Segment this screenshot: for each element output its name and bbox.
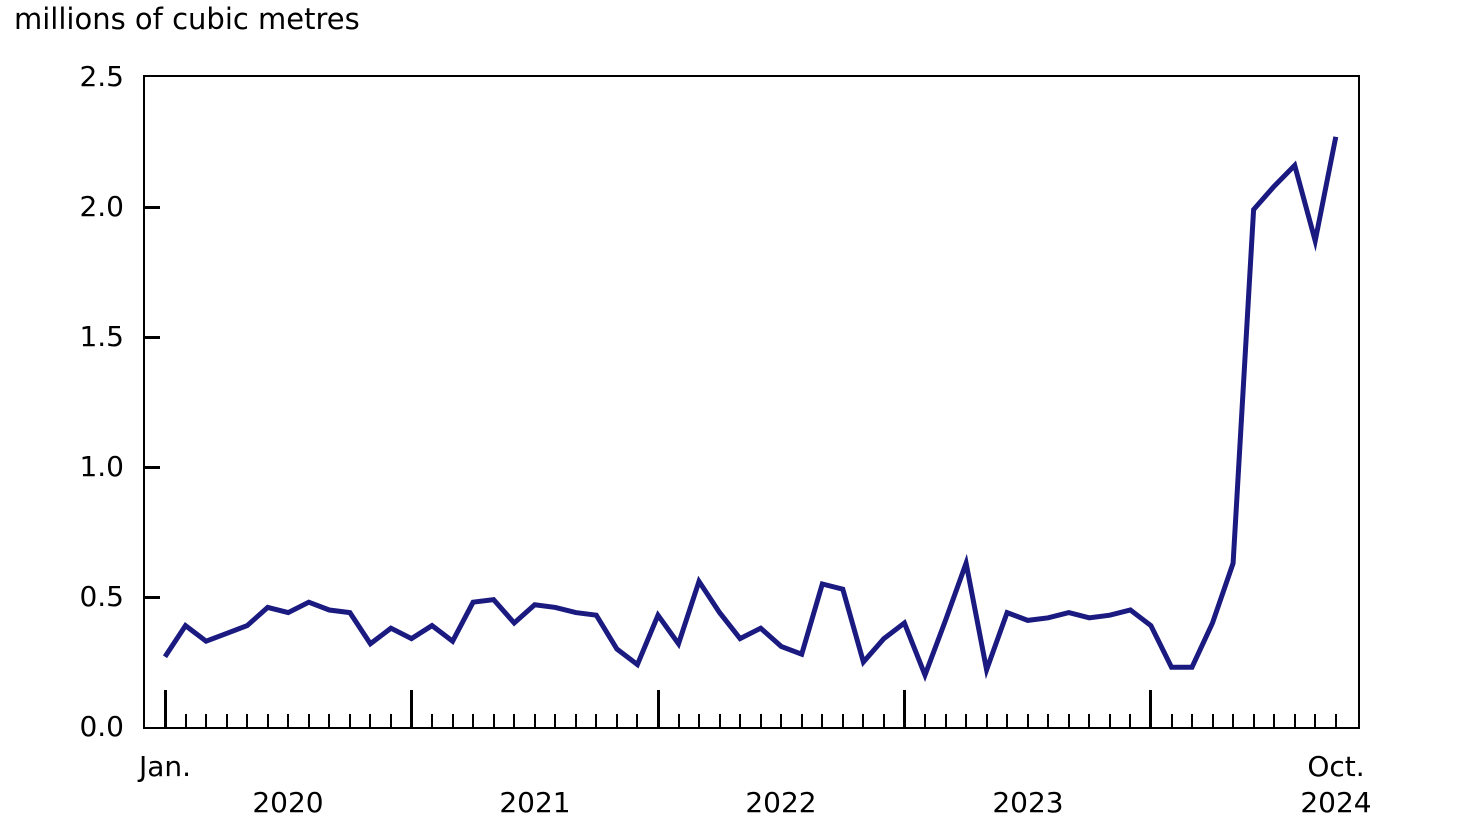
x-tick-month <box>492 714 495 727</box>
x-axis-year-label: 2022 <box>745 786 817 819</box>
x-tick-month <box>595 714 598 727</box>
y-tick <box>145 335 160 339</box>
x-tick-month <box>246 714 249 727</box>
x-tick-month <box>225 714 228 727</box>
x-tick-january <box>410 690 413 727</box>
x-tick-month <box>205 714 208 727</box>
x-tick-month <box>821 714 824 727</box>
y-tick <box>145 595 160 599</box>
data-series-svg <box>162 136 1339 682</box>
x-tick-month <box>574 714 577 727</box>
x-tick-month <box>985 714 988 727</box>
x-tick-month <box>472 714 475 727</box>
y-axis-tick-label: 1.0 <box>79 450 124 483</box>
x-tick-month <box>554 714 557 727</box>
x-tick-month <box>328 714 331 727</box>
x-tick-month <box>759 714 762 727</box>
x-tick-month <box>718 714 721 727</box>
x-tick-month <box>698 714 700 727</box>
y-axis-tick-label: 1.5 <box>79 320 124 353</box>
x-axis-year-label: 2021 <box>499 786 571 819</box>
x-tick-month <box>1006 714 1009 727</box>
x-tick-month <box>266 714 269 727</box>
x-tick-month <box>369 714 372 727</box>
x-axis-year-label: 2024 <box>1300 786 1372 819</box>
y-axis-tick-label: 0.5 <box>79 580 124 613</box>
x-tick-month <box>1211 714 1214 727</box>
x-axis-start-month-label: Jan. <box>138 750 192 783</box>
x-tick-month <box>1108 714 1111 727</box>
x-tick-month <box>841 714 844 727</box>
x-axis-year-label: 2020 <box>252 786 324 819</box>
x-tick-month <box>1170 714 1173 727</box>
x-tick-month <box>1273 714 1276 727</box>
y-axis-tick-label: 2.5 <box>79 60 124 93</box>
x-tick-month <box>780 714 783 727</box>
x-tick-month <box>615 714 618 727</box>
x-tick-month <box>739 714 742 727</box>
x-tick-month <box>882 714 885 727</box>
x-axis-year-label: 2023 <box>992 786 1064 819</box>
x-tick-month <box>965 714 968 727</box>
x-tick-january <box>902 690 906 727</box>
x-tick-month <box>348 714 351 727</box>
x-tick-month <box>1026 714 1029 727</box>
x-tick-month <box>389 714 392 727</box>
x-tick-month <box>1314 714 1317 727</box>
x-tick-month <box>1334 714 1337 727</box>
plot-area <box>143 75 1360 729</box>
x-tick-month <box>533 714 536 727</box>
data-series-line <box>162 136 1339 682</box>
x-tick-month <box>1232 714 1235 727</box>
x-tick-month <box>636 714 639 727</box>
x-tick-month <box>451 714 454 727</box>
x-tick-january <box>163 690 167 727</box>
x-tick-month <box>944 714 947 727</box>
x-tick-month <box>862 714 865 727</box>
x-tick-january <box>656 690 660 727</box>
x-axis-end-month-label: Oct. <box>1307 750 1365 783</box>
x-tick-month <box>287 714 290 727</box>
x-tick-month <box>924 714 926 727</box>
x-tick-month <box>513 714 516 727</box>
x-tick-month <box>431 714 433 727</box>
y-axis-tick-label: 2.0 <box>79 190 124 223</box>
x-tick-january <box>1149 690 1153 727</box>
y-axis-tick-label: 0.0 <box>79 710 124 743</box>
y-axis-unit-title: millions of cubic metres <box>14 2 360 36</box>
x-tick-month <box>1088 714 1091 727</box>
x-tick-month <box>1047 714 1050 727</box>
y-tick <box>145 205 160 209</box>
x-tick-month <box>1252 714 1255 727</box>
x-tick-month <box>1191 714 1193 727</box>
x-tick-month <box>1129 714 1132 727</box>
x-tick-month <box>800 714 803 727</box>
x-tick-month <box>1293 714 1296 727</box>
x-tick-month <box>307 714 310 727</box>
x-tick-month <box>1067 714 1070 727</box>
y-tick <box>145 465 160 469</box>
x-tick-month <box>677 714 680 727</box>
x-tick-month <box>184 714 187 727</box>
